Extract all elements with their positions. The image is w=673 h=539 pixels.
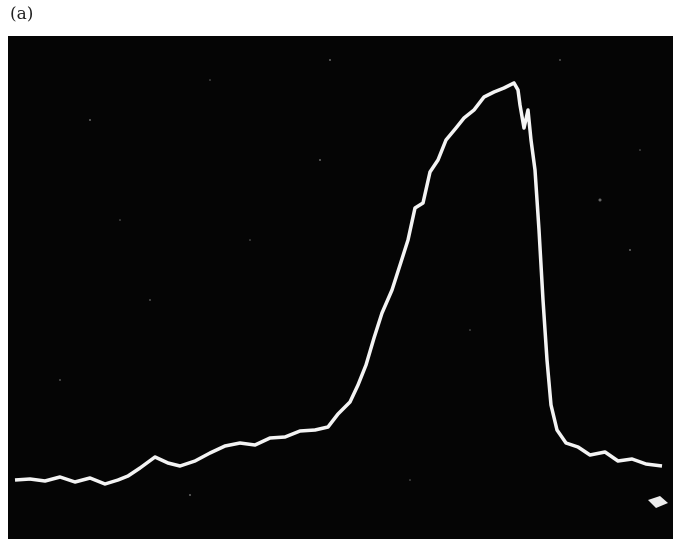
oscilloscope-photo — [0, 0, 673, 539]
page: (a) (() => { const data = JSON.parse(doc… — [0, 0, 673, 539]
screen — [8, 36, 673, 539]
